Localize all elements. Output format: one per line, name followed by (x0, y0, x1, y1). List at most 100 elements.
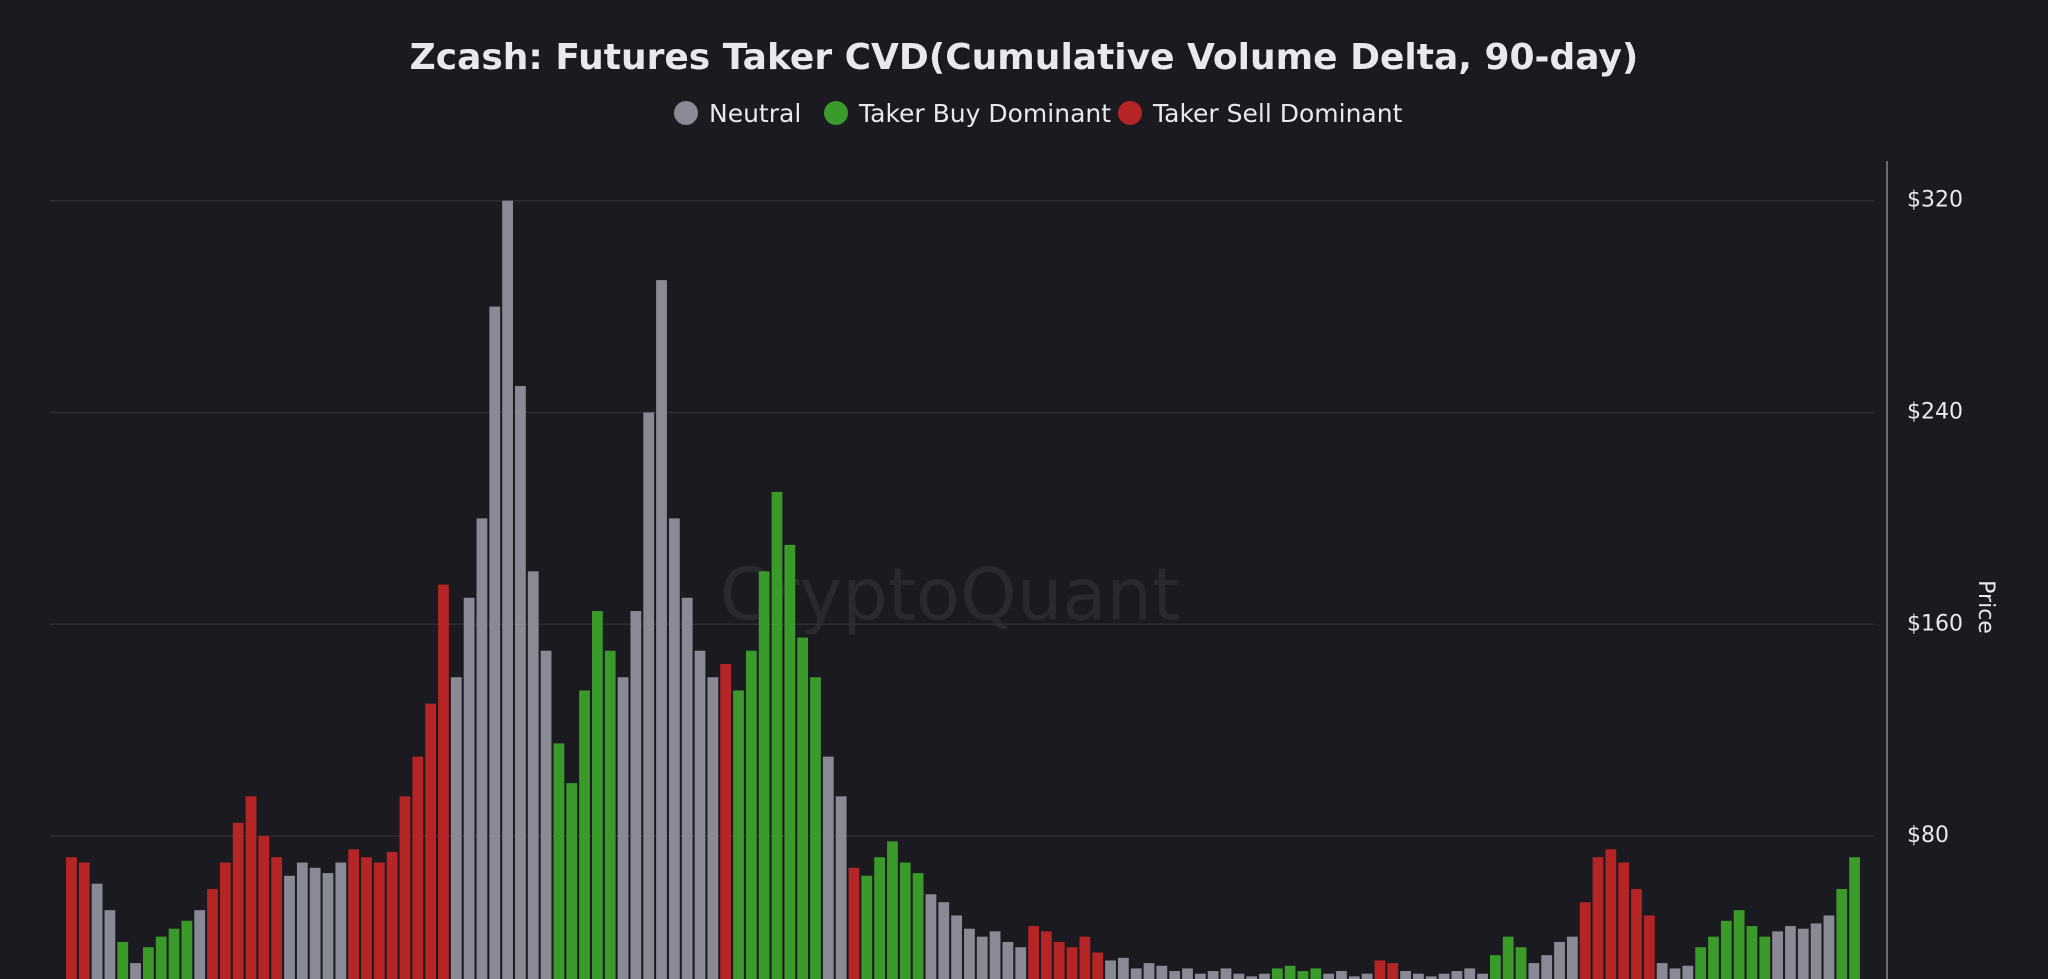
bar (1682, 965, 1694, 979)
bar (296, 862, 308, 979)
legend-marker (674, 101, 698, 125)
bar (527, 571, 539, 979)
bar (784, 544, 796, 979)
bar (1336, 971, 1347, 979)
bar (1156, 965, 1168, 979)
bar (540, 650, 552, 979)
bar (1361, 973, 1373, 979)
bar (694, 650, 706, 979)
bar (630, 611, 642, 979)
bar (668, 518, 680, 979)
bar (1233, 973, 1245, 979)
bar (861, 875, 873, 979)
bar (553, 743, 565, 979)
bar (1502, 936, 1514, 979)
y-axis-label: Price (1973, 580, 1998, 634)
bar (771, 491, 783, 979)
bar (1695, 947, 1707, 979)
bar (386, 851, 398, 979)
bar (258, 836, 270, 979)
bar (797, 637, 809, 979)
bar (1566, 936, 1578, 979)
bar (643, 412, 655, 979)
bar (848, 867, 860, 979)
bar (1669, 968, 1681, 979)
bar (989, 931, 1001, 979)
bar (874, 857, 886, 979)
y-tick-label: $240 (1907, 399, 1963, 424)
bar (1528, 963, 1540, 979)
bar (207, 888, 218, 979)
bar (78, 862, 90, 979)
bar (219, 862, 231, 979)
bar (1823, 915, 1835, 979)
bar (1400, 971, 1411, 979)
bar (912, 873, 924, 979)
bar (1579, 902, 1591, 979)
bar (1387, 963, 1399, 979)
bar (822, 756, 834, 979)
bar (1477, 973, 1488, 979)
bars (66, 200, 1860, 979)
bar (1605, 849, 1617, 979)
legend-label: Neutral (709, 99, 801, 128)
bar (1554, 941, 1565, 979)
bar (1002, 941, 1014, 979)
bar (1464, 968, 1476, 979)
y-tick-label: $160 (1907, 611, 1963, 636)
bar (181, 920, 193, 979)
bar (117, 941, 129, 979)
bar (1194, 973, 1206, 979)
bar (1810, 923, 1822, 979)
bar (1079, 936, 1091, 979)
bar (168, 928, 180, 979)
bar (591, 611, 603, 979)
bar (566, 783, 578, 979)
bar (438, 584, 449, 979)
bar (1323, 973, 1335, 979)
bar (399, 796, 411, 979)
bar (425, 703, 437, 979)
bar (232, 822, 244, 979)
bar (1656, 963, 1668, 979)
bar (335, 862, 347, 979)
bar (1284, 965, 1296, 979)
bar (758, 571, 770, 979)
bar (348, 849, 360, 979)
bar (104, 910, 116, 979)
bar (1785, 926, 1796, 979)
bar (938, 902, 950, 979)
bar (463, 597, 475, 979)
bar (835, 796, 847, 979)
bar (964, 928, 975, 979)
bar (1592, 857, 1604, 979)
chart-title: Zcash: Futures Taker CVD(Cumulative Volu… (410, 37, 1639, 78)
bar (1515, 947, 1527, 979)
bar (1053, 941, 1065, 979)
bar (1130, 968, 1142, 979)
bar (1169, 971, 1181, 979)
bar (322, 873, 334, 979)
bar (1425, 976, 1437, 979)
bar (130, 963, 141, 979)
legend-marker (1118, 101, 1142, 125)
bar (1246, 976, 1258, 979)
bar (1413, 973, 1424, 979)
bar (1271, 968, 1283, 979)
legend-label: Taker Sell Dominant (1152, 99, 1403, 128)
bar (1733, 910, 1745, 979)
bar (656, 280, 667, 979)
bar (604, 650, 616, 979)
watermark: CryptoQuant (720, 553, 1181, 637)
bar (412, 756, 424, 979)
bar (1643, 915, 1655, 979)
bar (951, 915, 962, 979)
bar (733, 690, 744, 979)
bar (1759, 936, 1771, 979)
bar (515, 386, 526, 979)
bar (976, 936, 988, 979)
bar (1182, 968, 1193, 979)
bar (1117, 957, 1129, 979)
bar (1105, 960, 1116, 979)
